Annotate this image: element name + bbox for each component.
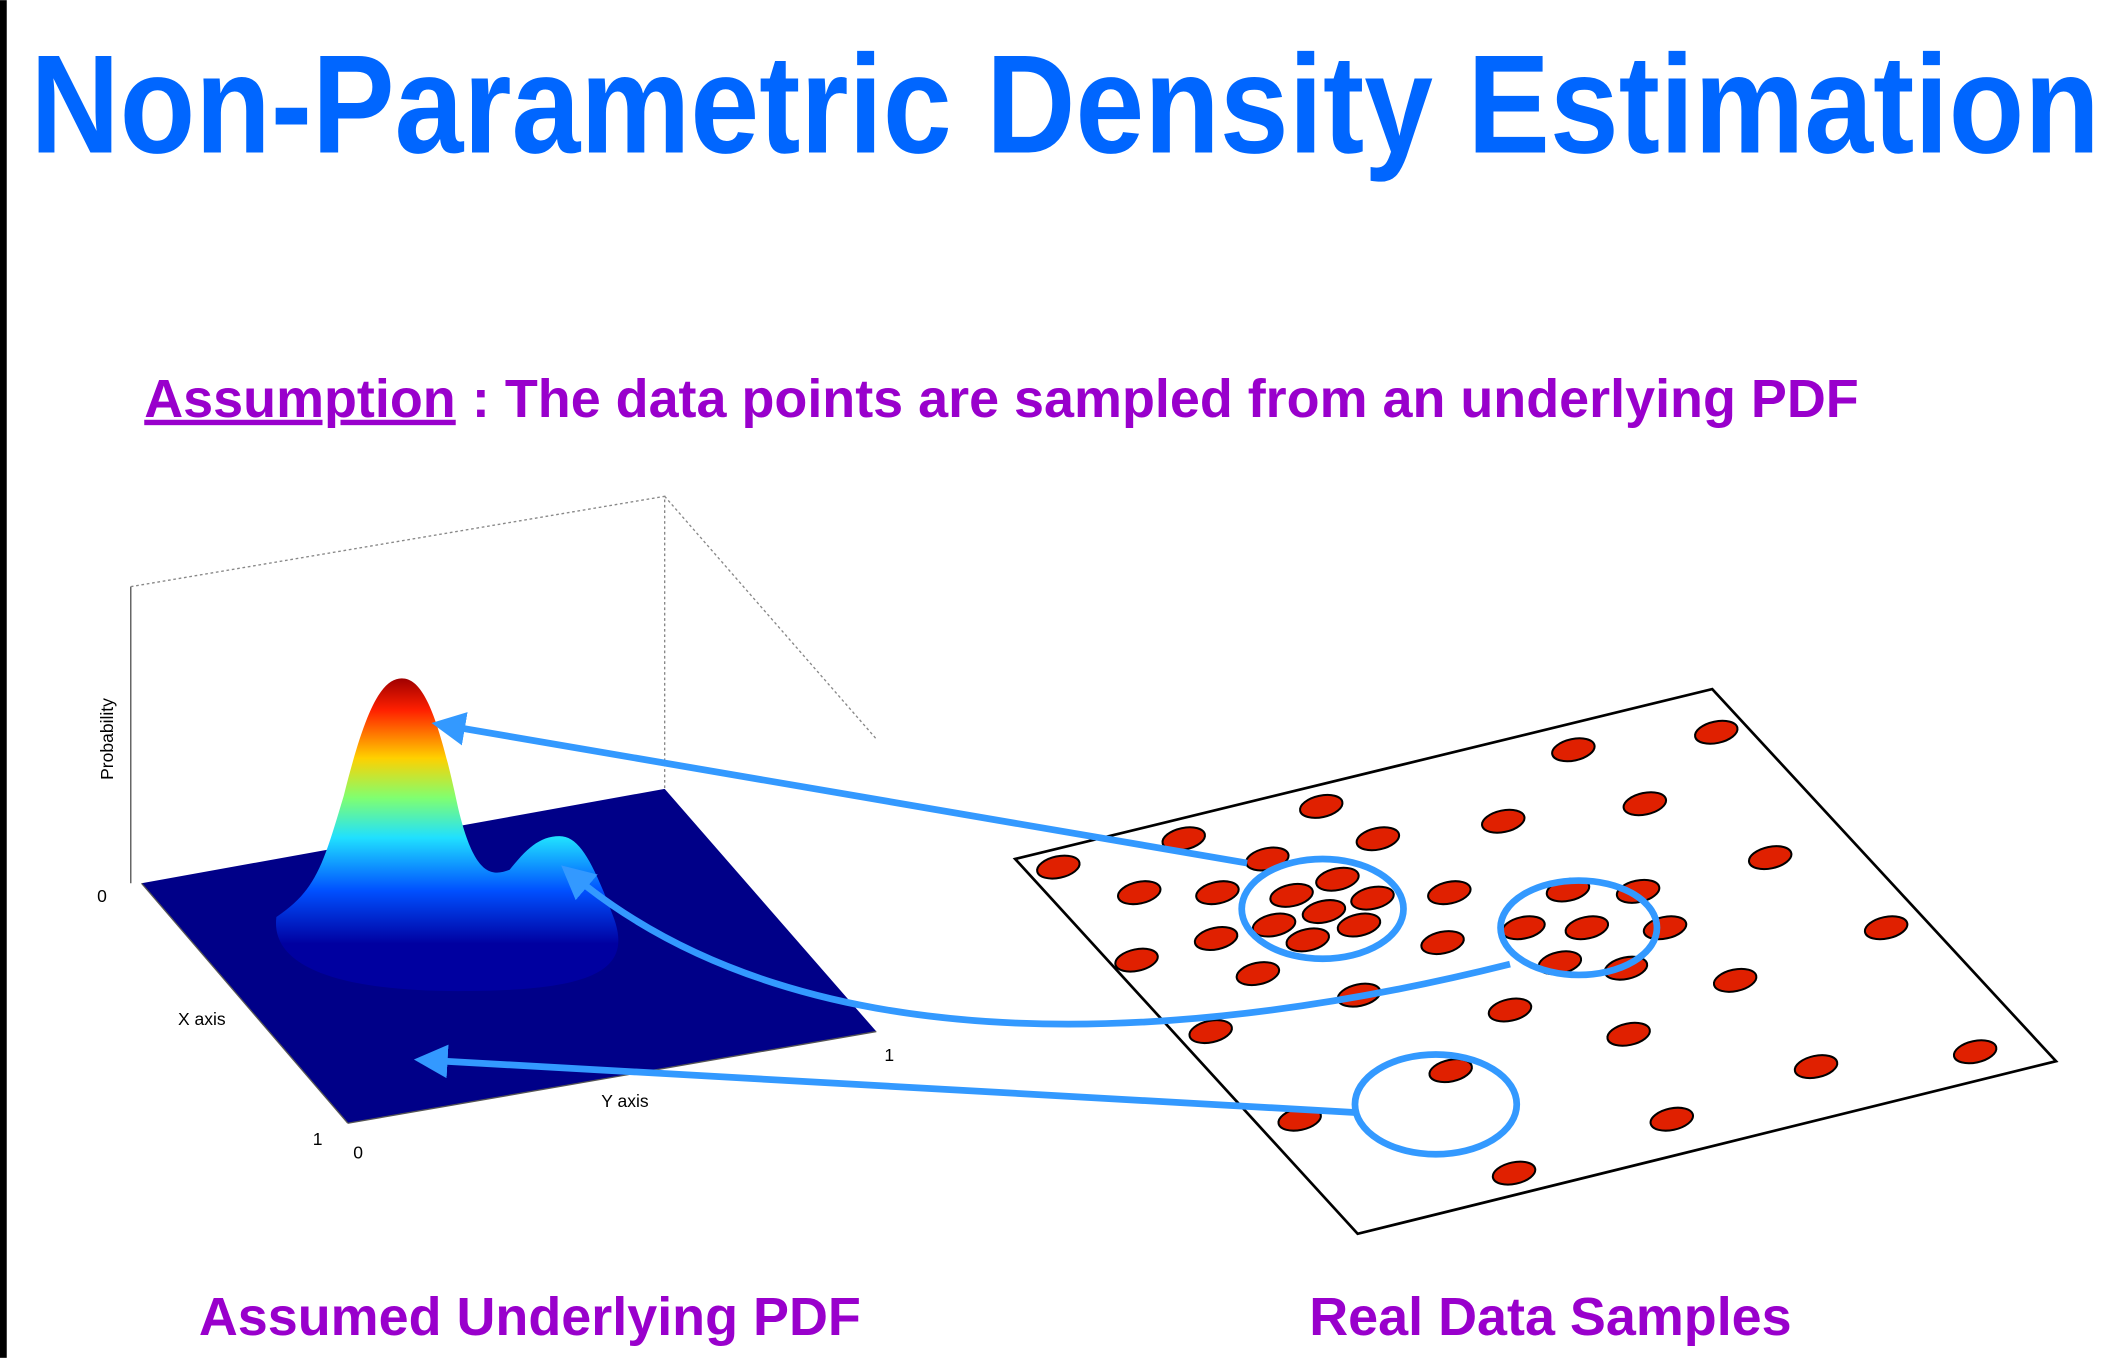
sample-dot xyxy=(1195,880,1240,906)
sample-dot xyxy=(1793,1054,1839,1080)
x-tick: 1 xyxy=(313,1129,323,1149)
sample-dot xyxy=(1427,880,1472,906)
sample-dot xyxy=(1564,915,1610,941)
arrow xyxy=(413,1044,1356,1116)
z-label: Probability xyxy=(97,698,117,780)
sample-dot xyxy=(1481,808,1526,834)
y-tick: 1 xyxy=(884,1045,894,1065)
arrow xyxy=(561,865,1511,1028)
sample-dot xyxy=(1952,1039,1998,1065)
sample-dot xyxy=(1188,1019,1233,1045)
sample-dot xyxy=(1117,880,1162,906)
assumption: Assumption : The data points are sampled … xyxy=(144,369,1858,429)
origin-tick: 0 xyxy=(353,1142,363,1162)
title: Non-Parametric Density Estimation xyxy=(30,26,2100,183)
sample-dot xyxy=(1863,915,1909,941)
sample-dot xyxy=(1193,926,1239,952)
edge-bar xyxy=(0,0,7,1358)
sample-dot xyxy=(1235,961,1281,987)
sample-dot xyxy=(1350,885,1395,911)
arrow xyxy=(431,712,1248,867)
cluster-ring xyxy=(1351,1051,1521,1158)
sample-dot xyxy=(1606,1021,1651,1047)
sample-dot xyxy=(1036,854,1081,880)
sample-dot xyxy=(1694,719,1739,745)
caption-left: Assumed Underlying PDF xyxy=(199,1287,861,1347)
assumption-text: : The data points are sampled from an un… xyxy=(472,369,1859,429)
cluster-ring xyxy=(1497,877,1661,979)
sample-dot xyxy=(1420,930,1465,956)
y-label: Y axis xyxy=(601,1091,649,1111)
x-axis xyxy=(141,882,349,1124)
sample-dot xyxy=(1622,791,1668,817)
assumption-label: Assumption xyxy=(144,369,455,429)
sample-dot xyxy=(1355,826,1401,852)
y-axis xyxy=(347,1030,877,1124)
x-label: X axis xyxy=(178,1009,226,1029)
sample-dot xyxy=(1428,1058,1473,1084)
sample-dot xyxy=(1299,793,1344,819)
sample-plane xyxy=(1012,687,2059,1236)
sample-dot xyxy=(1747,845,1793,871)
sample-dot xyxy=(1301,899,1347,925)
sample-dot xyxy=(1487,997,1533,1023)
sample-dot xyxy=(1649,1106,1695,1132)
sample-dot xyxy=(1285,927,1330,953)
box-edges xyxy=(130,495,877,789)
pdf-plot: Probability 0 X axis Y axis 1 1 0 xyxy=(97,495,894,1162)
sample-dot xyxy=(1551,737,1596,763)
annotations xyxy=(413,712,1661,1158)
sample-dot xyxy=(1491,1160,1537,1186)
cluster-ring xyxy=(1238,855,1407,963)
sample-dot xyxy=(1114,947,1159,973)
sample-dot xyxy=(1269,882,1314,908)
sample-dot xyxy=(1712,967,1758,993)
sample-dot xyxy=(1336,912,1382,938)
density-surface xyxy=(275,678,619,992)
z-tick: 0 xyxy=(97,886,107,906)
caption-right: Real Data Samples xyxy=(1309,1287,1791,1347)
sample-dot xyxy=(1315,866,1360,892)
